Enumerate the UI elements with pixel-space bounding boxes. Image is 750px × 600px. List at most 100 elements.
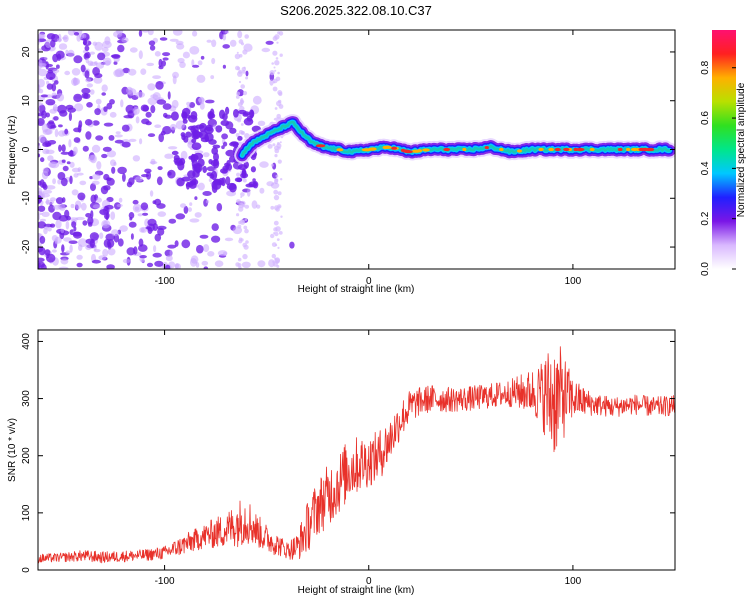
scatter-blob xyxy=(77,192,86,201)
scatter-blob xyxy=(77,124,82,133)
speckle-dot xyxy=(236,213,240,217)
colorbar-tick-label: 0.4 xyxy=(700,161,711,175)
ridge-peak xyxy=(554,147,561,152)
scatter-blob xyxy=(56,93,65,102)
scatter-blob xyxy=(120,99,124,108)
scatter-blob xyxy=(170,111,179,121)
scatter-blob xyxy=(38,83,41,91)
scatter-blob xyxy=(52,106,59,112)
scatter-blob xyxy=(229,141,239,147)
scatter-blob xyxy=(141,30,150,33)
scatter-blob xyxy=(108,135,115,141)
scatter-blob xyxy=(194,212,202,218)
scatter-blob xyxy=(121,37,129,43)
scatter-blob xyxy=(229,127,237,134)
snr-series-line xyxy=(38,346,675,564)
speckle-dot xyxy=(277,246,280,249)
scatter-blob xyxy=(156,99,167,105)
ridge-peak xyxy=(617,147,623,152)
scatter-blob xyxy=(214,178,222,184)
scatter-blob xyxy=(45,71,56,80)
scatter-blob xyxy=(58,266,69,269)
ridge-peak xyxy=(641,147,649,152)
scatter-blob xyxy=(197,182,205,191)
scatter-blob xyxy=(189,102,196,108)
scatter-blob xyxy=(153,245,157,253)
scatter-blob xyxy=(200,55,205,60)
scatter-blob xyxy=(246,188,251,197)
scatter-blob xyxy=(65,250,71,255)
scatter-blob xyxy=(65,220,70,230)
scatter-blob xyxy=(165,255,173,262)
scatter-blob xyxy=(38,145,41,153)
scatter-blob xyxy=(115,131,121,135)
scatter-blob xyxy=(155,81,164,90)
scatter-blob xyxy=(206,39,212,43)
scatter-blob xyxy=(94,61,98,65)
scatter-blob xyxy=(158,58,163,68)
speckle-dot xyxy=(278,231,283,235)
speckle-dot xyxy=(240,130,245,135)
scatter-blob xyxy=(201,260,209,266)
scatter-blob xyxy=(67,30,76,36)
scatter-blob xyxy=(118,197,123,203)
ridge-peak xyxy=(404,150,413,154)
scatter-blob xyxy=(158,133,164,143)
spectrogram-ytick-label: 10 xyxy=(21,95,32,107)
scatter-blob xyxy=(174,240,179,247)
scatter-blob xyxy=(154,124,162,128)
scatter-blob xyxy=(192,170,200,178)
scatter-blob xyxy=(138,50,143,60)
scatter-blob xyxy=(269,79,274,86)
speckle-dot xyxy=(274,257,277,260)
scatter-blob xyxy=(39,218,47,222)
scatter-blob xyxy=(154,260,164,267)
scatter-blob xyxy=(38,112,45,116)
scatter-blob xyxy=(38,205,46,212)
scatter-blob xyxy=(164,114,172,119)
scatter-blob xyxy=(53,116,59,121)
speckle-dot xyxy=(273,194,280,201)
scatter-blob xyxy=(162,52,171,57)
scatter-blob xyxy=(191,59,195,67)
scatter-blob xyxy=(38,134,46,143)
scatter-blob xyxy=(104,205,109,211)
speckle-dot xyxy=(280,215,283,218)
scatter-blob xyxy=(226,182,237,191)
scatter-blob xyxy=(177,57,185,64)
spectrogram-ylabel: Frequency (Hz) xyxy=(7,116,18,185)
speckle-dot xyxy=(274,231,279,237)
scatter-blob xyxy=(172,75,177,85)
speckle-dot xyxy=(244,34,249,39)
scatter-blob xyxy=(182,114,192,119)
scatter-blob xyxy=(211,39,217,48)
scatter-blob xyxy=(101,92,106,96)
scatter-blob xyxy=(135,91,146,98)
scatter-blob xyxy=(84,70,90,79)
scatter-blob xyxy=(117,44,125,53)
scatter-blob xyxy=(38,153,41,158)
scatter-blob xyxy=(73,173,79,178)
scatter-blob xyxy=(45,39,52,48)
scatter-blob xyxy=(171,150,179,156)
scatter-blob xyxy=(54,80,59,85)
speckle-dot xyxy=(236,51,239,54)
speckle-dot xyxy=(238,80,242,84)
scatter-blob xyxy=(58,124,63,128)
scatter-blob xyxy=(68,139,72,148)
scatter-blob xyxy=(44,56,48,61)
scatter-blob xyxy=(57,179,62,185)
scatter-blob xyxy=(126,86,133,95)
scatter-blob xyxy=(265,40,274,45)
speckle-dot xyxy=(274,145,279,151)
scatter-blob xyxy=(206,172,213,177)
colorbar: 0.0 0.2 0.4 0.6 0.8 Normalized spectral ampl… xyxy=(700,30,747,276)
scatter-blob xyxy=(233,109,239,118)
speckle-dot xyxy=(240,100,245,104)
scatter-blob xyxy=(261,47,271,53)
scatter-blob xyxy=(224,162,230,167)
snr-ytick-label: 200 xyxy=(21,447,32,464)
scatter-blob xyxy=(95,135,104,141)
scatter-blob xyxy=(205,200,210,204)
colorbar-strip xyxy=(712,30,736,269)
